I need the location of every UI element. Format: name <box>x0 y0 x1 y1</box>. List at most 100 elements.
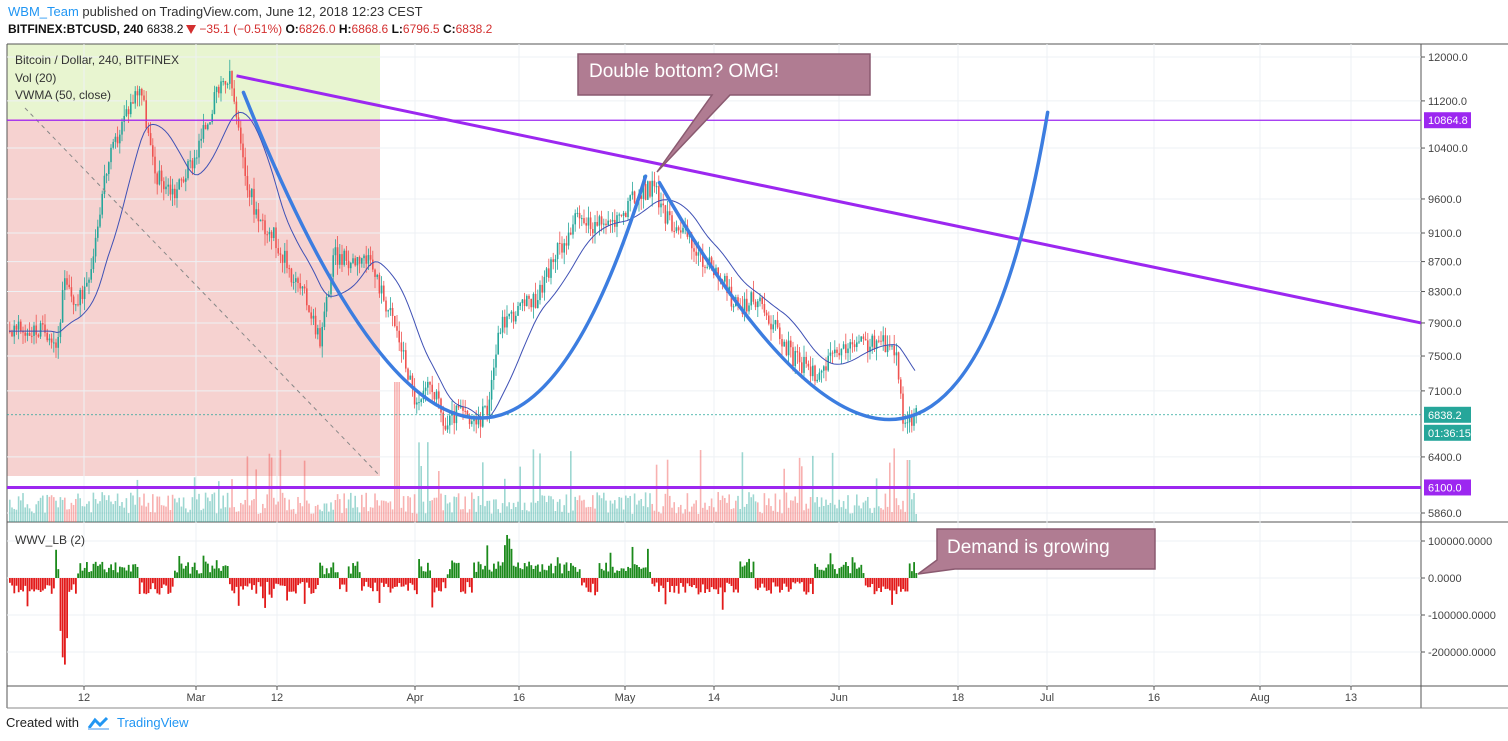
oscillator-bar <box>526 566 528 578</box>
oscillator-bar <box>42 578 44 591</box>
volume-bar <box>92 492 95 522</box>
candle-body <box>816 379 818 382</box>
volume-bar <box>860 508 862 522</box>
candle-body <box>79 289 81 306</box>
candle-body <box>42 323 44 325</box>
volume-bar <box>895 498 898 522</box>
volume-bar <box>827 504 829 522</box>
oscillator-bar <box>779 578 781 593</box>
candle-body <box>314 315 317 335</box>
volume-bar <box>66 509 68 522</box>
open-value: 6826.0 <box>298 22 336 36</box>
volume-bar <box>59 497 62 522</box>
oscillator-bar <box>908 563 911 578</box>
oscillator-bar <box>805 578 808 595</box>
candle-body <box>46 332 48 341</box>
candle-body <box>682 227 684 233</box>
oscillator-bar <box>103 569 106 578</box>
candle-body <box>182 179 185 182</box>
oscillator-bar <box>493 563 495 578</box>
volume-bar <box>226 492 229 522</box>
volume-bar <box>72 504 75 522</box>
volume-bar <box>222 495 224 522</box>
candle-body <box>462 406 464 411</box>
oscillator-bar <box>682 578 684 587</box>
oscillator-bar <box>270 578 273 598</box>
candle-body <box>873 335 876 349</box>
candle-body <box>587 217 590 226</box>
oscillator-bar <box>167 578 170 594</box>
oscillator-bar <box>13 578 16 594</box>
oscillator-bar <box>490 571 493 578</box>
volume-bar <box>99 501 101 522</box>
x-tick-label: Jun <box>830 692 848 704</box>
volume-bar <box>44 512 46 522</box>
volume-bar <box>649 493 651 522</box>
oscillator-bar <box>715 578 717 590</box>
candle-body <box>658 186 660 208</box>
oscillator-bar <box>224 565 227 578</box>
oscillator-bar <box>356 561 359 578</box>
oscillator-bar <box>864 578 867 586</box>
oscillator-bar <box>68 578 71 592</box>
candle-body <box>578 212 581 219</box>
volume-bar <box>708 506 711 522</box>
volume-bar <box>801 466 803 522</box>
volume-bar <box>878 506 880 522</box>
tradingview-brand-link[interactable]: TradingView <box>116 715 189 730</box>
oscillator-bar <box>367 578 370 587</box>
volume-bar <box>57 507 59 522</box>
volume-bar <box>233 507 235 522</box>
callout-demand: Demand is growing <box>947 537 1110 558</box>
volume-bar <box>141 505 143 522</box>
oscillator-bar <box>101 561 104 578</box>
candle-body <box>325 296 328 312</box>
x-tick-label: 14 <box>708 692 720 704</box>
oscillator-bar <box>726 578 728 583</box>
oscillator-bar <box>57 569 60 578</box>
volume-bar <box>306 500 308 522</box>
author-link[interactable]: WBM_Team <box>8 4 79 19</box>
candle-body <box>856 342 858 348</box>
candle-body <box>303 286 306 289</box>
oscillator-bar <box>26 578 29 607</box>
volume-bar <box>728 494 730 522</box>
candle-body <box>785 341 788 356</box>
candle-body <box>336 247 339 265</box>
oscillator-bar <box>33 578 35 592</box>
candle-body <box>369 255 372 260</box>
volume-bar <box>814 502 816 522</box>
close-value: 6838.2 <box>455 22 493 36</box>
oscillator-bar <box>145 578 148 595</box>
oscillator-bar <box>867 578 869 588</box>
volume-bar <box>81 506 84 522</box>
candle-body <box>44 324 46 333</box>
volume-bar <box>611 503 614 522</box>
price-change: −35.1 (−0.51%) <box>199 22 283 36</box>
oscillator-bar <box>539 571 541 578</box>
x-tick-label: Aug <box>1250 692 1270 704</box>
candle-body <box>585 223 587 226</box>
volume-bar <box>600 498 603 522</box>
oscillator-bar <box>765 578 768 591</box>
volume-bar <box>116 493 119 522</box>
volume-bar <box>501 503 504 522</box>
candle-body <box>526 295 528 307</box>
volume-bar <box>853 505 856 522</box>
candle-body <box>893 345 895 356</box>
candle-body <box>103 175 106 194</box>
oscillator-bar <box>895 578 898 595</box>
oscillator-bar <box>618 570 621 578</box>
candle-body <box>662 203 664 206</box>
volume-bar <box>471 492 473 522</box>
candle-body <box>490 379 493 400</box>
candle-body <box>286 250 288 269</box>
oscillator-bar <box>466 578 469 583</box>
oscillator-bar <box>858 567 860 578</box>
candle-body <box>851 342 854 345</box>
oscillator-bar <box>550 563 552 578</box>
volume-bar <box>774 493 777 522</box>
oscillator-bar <box>387 578 390 588</box>
candle-body <box>105 174 108 176</box>
